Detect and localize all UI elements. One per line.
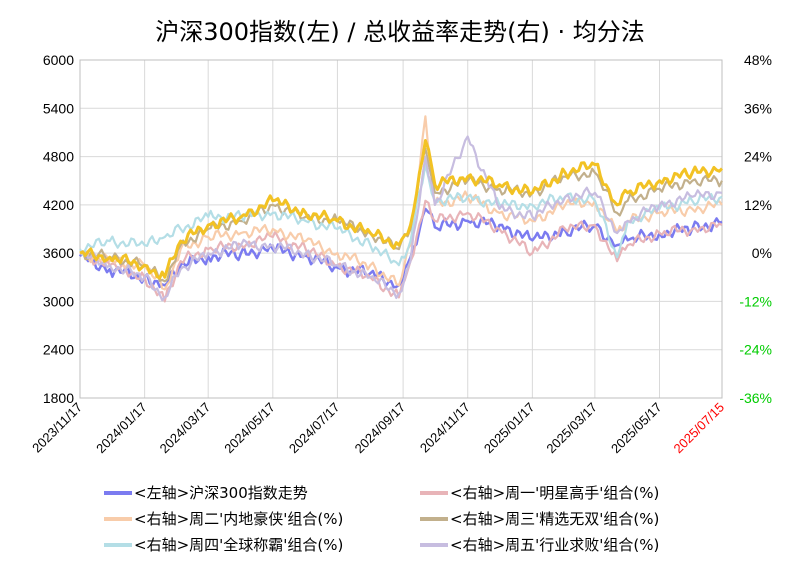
right-tick-label: 48% <box>744 52 772 68</box>
legend-label: <右轴>周三'精选无双'组合(%) <box>450 510 659 528</box>
x-tick-label: 2023/11/17 <box>29 400 85 456</box>
x-tick-label: 2025/03/17 <box>543 400 600 457</box>
right-tick-label: 12% <box>744 197 772 213</box>
x-tick-label: 2025/07/15 <box>670 400 727 457</box>
right-axis: 48% 36% 24% 12% 0% -12% -24% -36% <box>739 52 772 406</box>
x-tick-label: 2025/05/17 <box>608 400 665 457</box>
right-tick-label: -24% <box>739 342 772 358</box>
left-tick-label: 5400 <box>43 100 74 116</box>
series-line-3 <box>79 115 723 291</box>
x-tick-label: 2024/07/17 <box>286 400 343 457</box>
series-line-7 <box>79 139 724 280</box>
left-axis: 6000 5400 4800 4200 3600 3000 2400 1800 <box>43 52 74 406</box>
left-tick-label: 4200 <box>43 197 74 213</box>
series-line-4 <box>79 147 723 283</box>
plot-border <box>79 59 723 399</box>
left-tick-label: 1800 <box>43 390 74 406</box>
x-tick-label: 2024/09/17 <box>352 400 409 457</box>
left-tick-label: 6000 <box>43 52 74 68</box>
x-tick-label: 2024/05/17 <box>221 400 278 457</box>
right-tick-label: 24% <box>744 149 772 165</box>
left-tick-label: 2400 <box>43 342 74 358</box>
x-tick-label: 2024/01/17 <box>93 400 150 457</box>
series-line-6 <box>79 135 723 302</box>
legend-label: <右轴>周二'内地豪侠'组合(%) <box>134 510 343 528</box>
series-layer <box>78 115 724 303</box>
right-tick-label: 36% <box>744 100 772 116</box>
right-tick-label: -36% <box>739 390 772 406</box>
x-tick-label: 2024/11/17 <box>417 400 473 456</box>
plot-frame <box>79 59 723 399</box>
left-tick-label: 3000 <box>43 293 74 309</box>
legend-label: <左轴>沪深300指数走势 <box>134 484 308 502</box>
legend-label: <右轴>周一'明星高手'组合(%) <box>450 484 659 502</box>
legend-label: <右轴>周四'全球称霸'组合(%) <box>134 536 343 554</box>
x-axis: 2023/11/17 2024/01/17 2024/03/17 2024/05/17… <box>29 400 727 457</box>
chart-title: 沪深300指数(左) / 总收益率走势(右) · 均分法 <box>155 18 645 46</box>
right-tick-label: -12% <box>739 293 772 309</box>
legend: <左轴>沪深300指数走势 <右轴>周一'明星高手'组合(%) <右轴>周二'内地豪… <box>104 484 659 554</box>
series-line-2 <box>79 199 723 303</box>
series-line-1 <box>78 207 723 289</box>
legend-label: <右轴>周五'行业求败'组合(%) <box>450 536 659 554</box>
series-line-5 <box>79 163 723 267</box>
left-tick-label: 3600 <box>43 245 74 261</box>
x-tick-label: 2025/01/17 <box>481 400 538 457</box>
right-tick-label: 0% <box>752 245 772 261</box>
x-tick-label: 2024/03/17 <box>157 400 214 457</box>
left-tick-label: 4800 <box>43 149 74 165</box>
